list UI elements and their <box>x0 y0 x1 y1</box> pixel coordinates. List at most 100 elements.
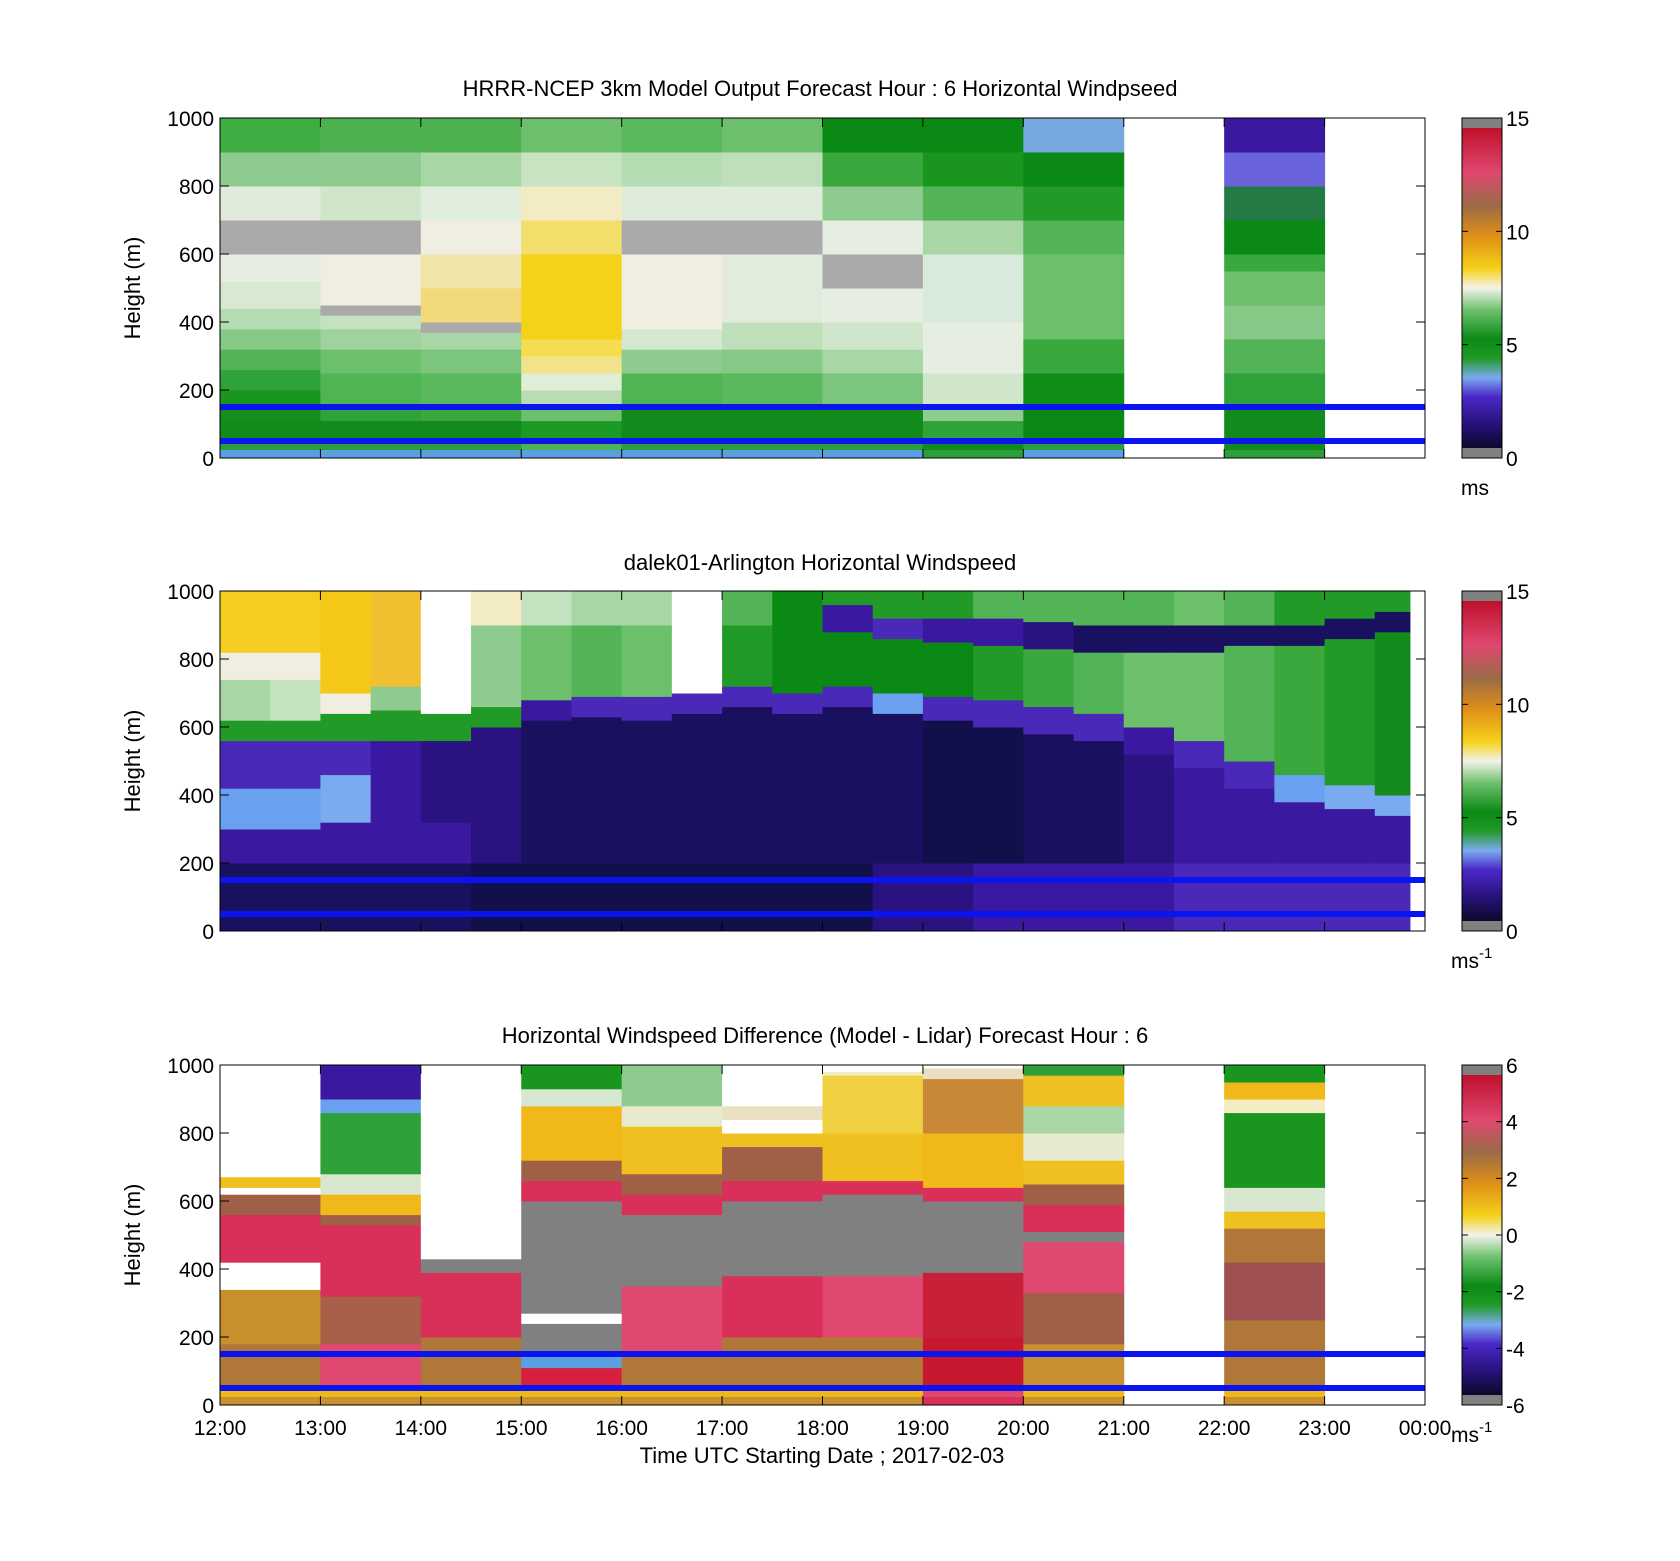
heatmap-cell <box>822 220 924 255</box>
reference-lines <box>220 404 1425 444</box>
colorbar-tick-label: 5 <box>1506 335 1518 358</box>
heatmap-cell <box>872 693 924 714</box>
heatmap-cell <box>320 863 372 932</box>
heatmap-cell <box>822 686 874 708</box>
y-tick-label: 600 <box>179 1191 214 1214</box>
heatmap-cell <box>220 1177 321 1188</box>
colorbar-tick-label: -6 <box>1506 1395 1525 1418</box>
heatmap-cell <box>320 1214 422 1226</box>
heatmap-cell <box>822 1180 924 1195</box>
x-tick-label: 22:00 <box>1198 1417 1251 1440</box>
colorbar-tick-label: 15 <box>1506 108 1529 131</box>
colorbar: 0 5 10 15 ms-1 <box>1451 581 1529 973</box>
y-tick-label: 600 <box>179 244 214 267</box>
heatmap-cell <box>822 152 924 187</box>
panel-title: HRRR-NCEP 3km Model Output Forecast Hour… <box>463 76 1178 101</box>
colorbar-tick-label: 15 <box>1506 581 1529 604</box>
heatmap-cell <box>722 118 823 153</box>
heatmap-cell <box>1224 254 1326 272</box>
heatmap-cell <box>621 1194 723 1216</box>
heatmap-cell <box>420 713 472 742</box>
reference-lines <box>220 1351 1425 1391</box>
heatmap-cell <box>922 1201 1024 1273</box>
heatmap-cell <box>420 863 472 932</box>
heatmap-cell <box>872 863 924 932</box>
heatmap-cell <box>1023 1204 1125 1233</box>
heatmap-cell <box>320 449 422 459</box>
heatmap-cell <box>1023 1184 1125 1205</box>
heatmap-cell <box>521 1201 623 1314</box>
heatmap-cell <box>420 220 522 255</box>
heatmap-cell <box>1123 652 1175 728</box>
heatmap-cell <box>621 441 723 450</box>
heatmap-cell <box>420 349 522 374</box>
heatmap-cell <box>822 407 924 422</box>
heatmap-cell <box>1123 863 1175 932</box>
y-ticks: 0 200 400 600 800 1000 <box>167 108 1425 471</box>
heatmap-cell <box>571 591 623 626</box>
heatmap-cell <box>1374 591 1411 612</box>
heatmap-cell <box>1173 767 1225 864</box>
heatmap-cell <box>722 1065 823 1107</box>
heatmap-cell <box>1274 625 1326 646</box>
heatmap-cell <box>370 710 422 742</box>
heatmap-cell <box>420 420 522 442</box>
heatmap-cell <box>1073 863 1125 932</box>
heatmap-cell <box>722 1275 823 1338</box>
heatmap-cell <box>521 1396 623 1406</box>
heatmap-cell <box>922 152 1024 187</box>
heatmap-cell <box>772 693 823 714</box>
heatmap-cell <box>1173 652 1225 742</box>
heatmap-cell <box>1274 863 1326 932</box>
heatmap-cell <box>872 618 924 640</box>
heatmap-cell <box>420 449 522 459</box>
colorbar-overflow-high <box>1462 1065 1502 1075</box>
heatmap-cell <box>521 220 623 255</box>
heatmap-cell <box>621 1065 723 1107</box>
heatmap-cell <box>822 118 924 153</box>
heatmap-cell <box>621 696 673 721</box>
heatmap-cell <box>922 441 1024 450</box>
heatmap-cell <box>722 449 823 459</box>
heatmap-cell <box>1023 1075 1125 1107</box>
heatmap-cell <box>320 740 372 776</box>
heatmap-cell <box>872 713 924 864</box>
heatmap-cell <box>822 1337 924 1386</box>
heatmap-cell <box>822 1275 924 1338</box>
heatmap-cell <box>1274 591 1326 626</box>
heatmap-cell <box>722 863 773 932</box>
heatmap-cell <box>922 322 1024 374</box>
heatmap-cell <box>521 699 572 721</box>
heatmap-cell <box>1023 1292 1125 1345</box>
heatmap-cell <box>571 716 623 864</box>
heatmap-cell <box>621 420 723 442</box>
heatmap-cell <box>1224 863 1275 932</box>
y-axis-label: Height (m) <box>120 1184 145 1287</box>
heatmap-cell <box>1023 648 1075 708</box>
heatmap-cell <box>420 1396 522 1406</box>
heatmap-cell <box>621 349 723 374</box>
heatmap-cell <box>922 591 974 619</box>
heatmap-cell <box>220 591 271 653</box>
heatmap-cell <box>1173 863 1225 932</box>
heatmap-cell <box>220 1343 321 1386</box>
heatmap-cell <box>1224 1082 1326 1100</box>
heatmap-cell <box>420 152 522 187</box>
heatmap-cell <box>220 652 271 680</box>
heatmap-cell <box>420 407 522 422</box>
colorbar-gradient <box>1462 601 1502 921</box>
heatmap-cell <box>1023 220 1125 255</box>
heatmap-cell <box>220 220 321 255</box>
heatmap-cells <box>220 591 1411 932</box>
heatmap-cell <box>621 118 723 153</box>
heatmap-cell <box>320 1173 422 1195</box>
heatmap-cell <box>671 591 723 694</box>
heatmap-cell <box>621 1214 723 1287</box>
heatmap-cell <box>420 288 522 323</box>
heatmap-cell <box>471 706 522 728</box>
heatmap-cell <box>621 591 673 626</box>
heatmap-cell <box>922 407 1024 422</box>
heatmap-cell <box>722 591 773 626</box>
heatmap-cell <box>1023 1231 1125 1243</box>
heatmap-cell <box>220 186 321 221</box>
